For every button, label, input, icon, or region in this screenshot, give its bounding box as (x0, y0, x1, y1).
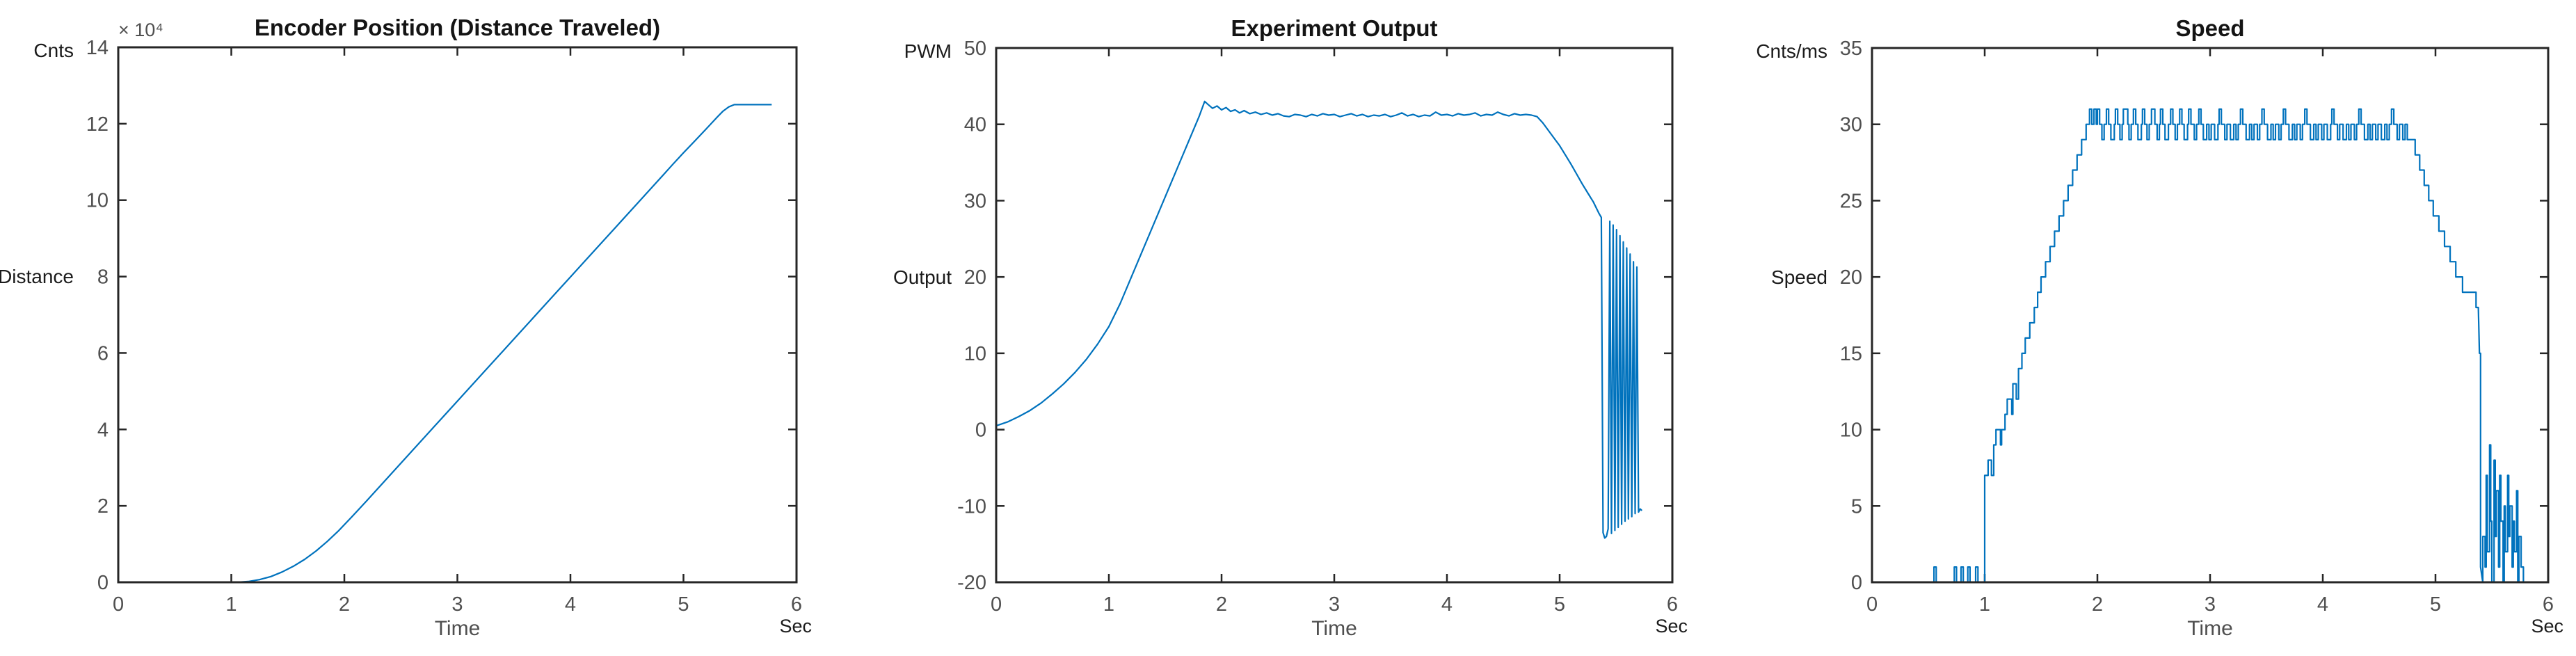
y-axis-label: Speed (1771, 266, 1827, 288)
chart-title: Experiment Output (1231, 15, 1438, 41)
x-tick-label: 2 (339, 593, 350, 616)
y-tick-label: 10 (86, 190, 109, 212)
x-tick-label: 4 (1441, 593, 1453, 616)
y-tick-label: 50 (964, 38, 986, 60)
y-tick-label: 10 (964, 343, 986, 365)
y-tick-label: 0 (1851, 572, 1862, 594)
x-tick-label: 2 (1216, 593, 1227, 616)
y-axis-multiplier-label: × 10⁴ (118, 19, 163, 40)
y-tick-label: 5 (1851, 495, 1862, 518)
tick-marks (117, 46, 798, 584)
y-tick-label: 14 (86, 37, 109, 59)
y-tick-label: -20 (957, 572, 986, 594)
x-tick-label: 2 (2092, 593, 2103, 616)
x-tick-label: 3 (1329, 593, 1340, 616)
tick-labels: 0 1 2 3 4 5 6 -20 -10 0 10 20 30 40 50 (957, 38, 1678, 616)
x-tick-label: 3 (2205, 593, 2216, 616)
series-line (995, 100, 1643, 539)
y-axis-label: Output (893, 266, 952, 288)
y-tick-label: 6 (97, 342, 109, 365)
x-tick-label: 5 (1554, 593, 1565, 616)
x-tick-label: 6 (1667, 593, 1678, 616)
chart-title: Encoder Position (Distance Traveled) (254, 15, 661, 40)
y-tick-label: 15 (1840, 343, 1862, 365)
plot-area-svg: 0 1 2 3 4 5 6 -20 -10 0 10 20 30 40 50 (957, 38, 1678, 616)
y-unit-label: PWM (904, 40, 952, 62)
tick-labels: 0 1 2 3 4 5 6 0 5 10 15 20 25 30 35 (1840, 38, 2554, 616)
y-tick-label: 35 (1840, 38, 1862, 60)
x-tick-label: 5 (678, 593, 689, 616)
series-line (1872, 108, 2525, 584)
x-unit-label: Sec (779, 616, 812, 637)
x-tick-label: 0 (113, 593, 124, 616)
axes-box (995, 47, 1674, 584)
tick-marks (1871, 47, 2550, 584)
y-tick-label: 10 (1840, 419, 1862, 442)
x-unit-label: Sec (2531, 616, 2563, 637)
y-tick-label: 20 (964, 266, 986, 289)
y-tick-label: 2 (97, 495, 109, 518)
y-tick-label: -10 (957, 495, 986, 518)
x-tick-label: 6 (2543, 593, 2554, 616)
x-tick-label: 4 (565, 593, 576, 616)
y-tick-label: 0 (97, 572, 109, 594)
chart-title: Speed (2175, 15, 2245, 41)
y-tick-label: 12 (86, 113, 109, 136)
x-tick-label: 5 (2430, 593, 2441, 616)
y-tick-label: 30 (1840, 114, 1862, 136)
x-tick-label: 6 (791, 593, 802, 616)
x-tick-label: 4 (2317, 593, 2328, 616)
y-tick-label: 40 (964, 114, 986, 136)
x-axis-label: Time (434, 617, 481, 640)
y-tick-label: 30 (964, 190, 986, 212)
y-unit-label: Cnts/ms (1756, 40, 1827, 62)
y-axis-label: Distance (0, 266, 74, 287)
y-tick-label: 4 (97, 419, 109, 441)
chart-speed: Speed Cnts/ms Speed Time Sec 0 1 2 3 4 5 6 0 5 10… (1756, 15, 2563, 640)
x-axis-label: Time (1311, 617, 1357, 640)
chart-experiment-output: Experiment Output PWM Output Time Sec 0 1… (893, 15, 1688, 640)
series-line (118, 104, 772, 584)
y-tick-label: 0 (975, 419, 986, 442)
chart-encoder-position: Encoder Position (Distance Traveled) × 1… (0, 15, 812, 640)
x-unit-label: Sec (1655, 616, 1688, 637)
x-tick-label: 3 (451, 593, 463, 616)
x-tick-label: 1 (1103, 593, 1114, 616)
x-axis-label: Time (2187, 617, 2233, 640)
y-tick-label: 8 (97, 266, 109, 289)
x-tick-label: 1 (225, 593, 237, 616)
y-tick-label: 20 (1840, 266, 1862, 289)
x-tick-label: 0 (1866, 593, 1878, 616)
x-tick-label: 1 (1979, 593, 1990, 616)
axes-box (117, 46, 798, 584)
tick-marks (995, 47, 1674, 584)
plot-area-svg: 0 1 2 3 4 5 6 0 5 10 15 20 25 30 35 (1840, 38, 2554, 616)
y-tick-label: 25 (1840, 190, 1862, 212)
y-unit-label: Cnts (33, 40, 74, 61)
x-tick-label: 0 (991, 593, 1002, 616)
axes-box (1871, 47, 2550, 584)
